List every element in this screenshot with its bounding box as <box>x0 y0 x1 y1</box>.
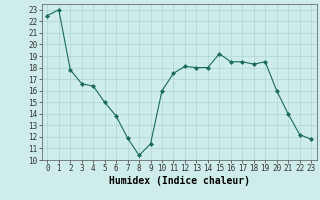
X-axis label: Humidex (Indice chaleur): Humidex (Indice chaleur) <box>109 176 250 186</box>
